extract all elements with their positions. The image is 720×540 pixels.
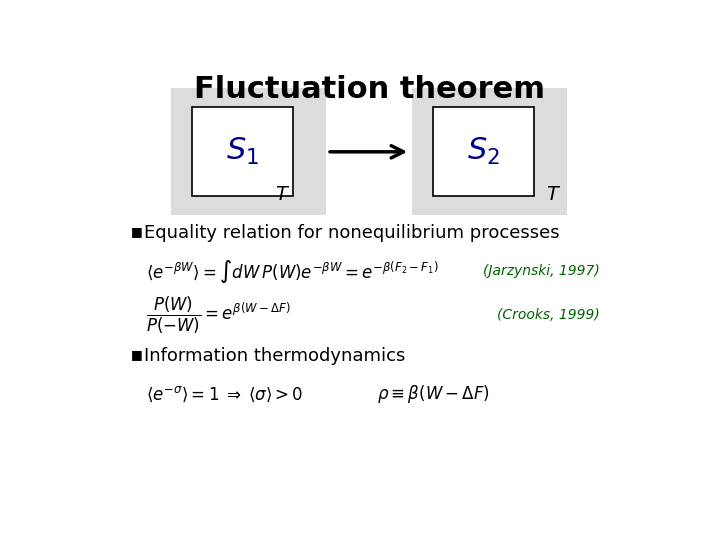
Text: $T$: $T$ xyxy=(546,185,561,204)
Text: $\left\langle e^{-\sigma}\right\rangle = 1 \;\Rightarrow\; \left\langle \sigma \: $\left\langle e^{-\sigma}\right\rangle =… xyxy=(145,384,303,404)
Text: Information thermodynamics: Information thermodynamics xyxy=(144,347,405,365)
FancyBboxPatch shape xyxy=(192,107,293,195)
FancyBboxPatch shape xyxy=(412,88,567,215)
FancyBboxPatch shape xyxy=(433,107,534,195)
Text: $\rho \equiv \beta(W - \Delta F)$: $\rho \equiv \beta(W - \Delta F)$ xyxy=(377,383,490,406)
FancyBboxPatch shape xyxy=(171,88,326,215)
Text: Fluctuation theorem: Fluctuation theorem xyxy=(194,75,544,104)
Text: $\blacksquare$: $\blacksquare$ xyxy=(130,226,143,240)
Text: $T$: $T$ xyxy=(274,185,289,204)
Text: (Crooks, 1999): (Crooks, 1999) xyxy=(498,308,600,322)
Text: $\dfrac{P(W)}{P(-W)} = e^{\beta(W-\Delta F)}$: $\dfrac{P(W)}{P(-W)} = e^{\beta(W-\Delta… xyxy=(145,294,291,336)
Text: $S_2$: $S_2$ xyxy=(467,136,500,167)
Text: $\left\langle e^{-\beta W}\right\rangle = \int dW\,P(W)e^{-\beta W} = e^{-\beta(: $\left\langle e^{-\beta W}\right\rangle … xyxy=(145,258,438,285)
Text: $\blacksquare$: $\blacksquare$ xyxy=(130,349,143,363)
Text: (Jarzynski, 1997): (Jarzynski, 1997) xyxy=(483,264,600,278)
Text: $S_1$: $S_1$ xyxy=(226,136,259,167)
Text: Equality relation for nonequilibrium processes: Equality relation for nonequilibrium pro… xyxy=(144,224,560,242)
